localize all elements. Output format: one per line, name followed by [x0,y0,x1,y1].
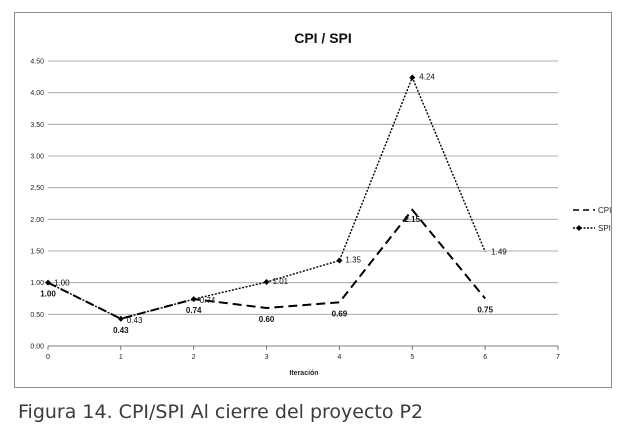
spi-point-marker [117,315,124,322]
x-tick-label: 3 [265,354,269,361]
x-tick-label: 7 [556,354,560,361]
spi-data-label: 4.24 [419,72,435,81]
cpi-data-label: 0.60 [259,315,275,324]
y-tick-label: 4.00 [30,90,44,97]
legend-cpi-label: CPI [598,206,611,215]
x-axis-title: Iteración [289,370,318,377]
cpi-data-label: 2.15 [404,215,420,224]
y-tick-label: 3.00 [30,154,44,161]
x-tick-label: 4 [337,354,341,361]
spi-point-marker [45,279,51,286]
x-tick-label: 0 [46,354,50,361]
cpi-data-label: 0.75 [477,306,493,315]
spi-data-label: 0.74 [200,296,216,305]
chart-title: CPI / SPI [294,30,352,46]
cpi-data-label: 0.43 [113,326,129,335]
y-tick-label: 0.50 [30,312,44,319]
cpi-series-line [47,208,486,320]
cpi-data-label: 0.74 [186,306,202,315]
y-tick-label: 0.00 [30,344,44,351]
spi-point-marker [409,74,416,81]
spi-data-label: 1.49 [491,248,507,257]
y-tick-label: 2.50 [30,185,44,192]
spi-point-marker [336,257,343,264]
spi-data-label: 1.01 [273,277,289,286]
y-tick-label: 1.00 [30,280,44,287]
legend-spi-label: SPI [598,224,611,233]
x-tick-label: 5 [410,354,414,361]
spi-data-label: 1.35 [345,256,361,265]
legend-spi-marker [576,225,582,231]
y-tick-label: 4.50 [30,59,44,66]
cpi-data-label: 1.00 [40,290,56,299]
spi-point-marker [190,296,197,303]
y-tick-label: 1.50 [30,249,44,256]
x-tick-label: 6 [483,354,487,361]
x-tick-label: 1 [119,354,123,361]
figure-caption: Figura 14. CPI/SPI Al cierre del proyect… [18,401,424,423]
x-tick-label: 2 [192,354,196,361]
spi-point-marker [263,279,270,286]
cpi-data-label: 0.69 [332,309,348,318]
chart-frame: CPI / SPI 0.00 0.50 1.00 1.50 2.00 2.50 3.00 3.… [14,12,612,388]
spi-data-label: 1.00 [54,279,70,288]
spi-data-label: 0.43 [127,316,143,325]
y-tick-label: 2.00 [30,217,44,224]
cpi-spi-line-chart: CPI / SPI 0.00 0.50 1.00 1.50 2.00 2.50 3.00 3.… [30,30,611,377]
y-tick-label: 3.50 [30,122,44,129]
